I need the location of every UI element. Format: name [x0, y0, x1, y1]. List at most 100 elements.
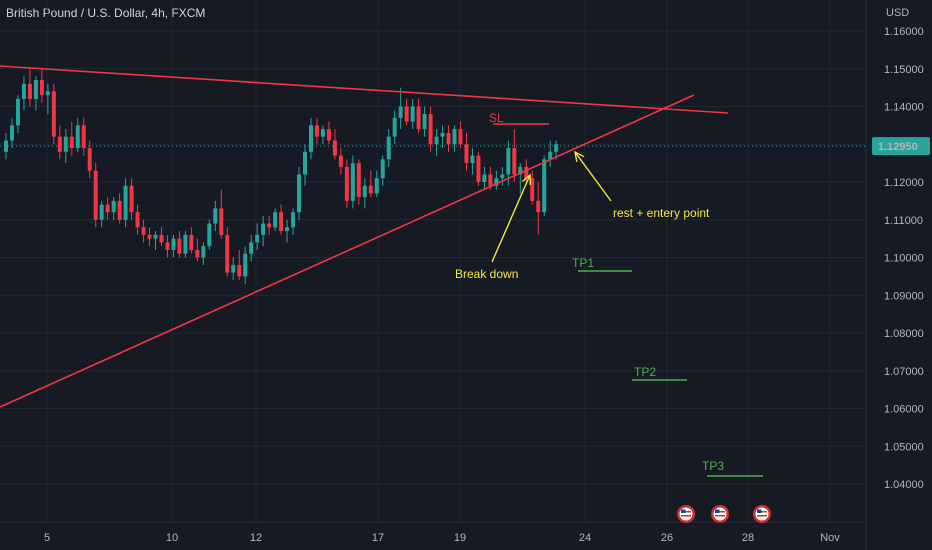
candle [87, 140, 92, 179]
us-flag-event-icon[interactable] [753, 505, 771, 523]
candle [291, 208, 296, 235]
candle-body [386, 136, 391, 160]
candle-body [261, 223, 266, 235]
candle [69, 121, 74, 156]
event-marker-face [713, 507, 727, 521]
candle-body [225, 234, 230, 273]
candle-body [362, 185, 367, 198]
candle-body [111, 200, 116, 213]
candle-body [303, 151, 307, 175]
candle-body [440, 132, 445, 137]
break-down-arrow [491, 173, 532, 263]
candle [111, 197, 116, 220]
candle-body [536, 200, 541, 213]
x-tick-label: 28 [742, 532, 754, 544]
candle-body [243, 253, 248, 277]
candle [542, 155, 547, 216]
candle-body [51, 91, 56, 137]
candle [500, 166, 505, 186]
candle [458, 121, 463, 149]
candle-body [57, 136, 62, 152]
candle-body [69, 136, 74, 149]
candle-body [87, 148, 92, 171]
arrow-shaft [574, 151, 612, 202]
event-marker-face [679, 507, 693, 521]
y-tick-label: 1.11000 [884, 215, 923, 227]
candle [530, 170, 535, 205]
candle [129, 178, 134, 220]
candles [4, 68, 559, 284]
candle [93, 163, 98, 228]
candle-body [15, 98, 20, 126]
candle-body [237, 265, 242, 277]
candle-body [93, 170, 98, 220]
candle [105, 197, 110, 220]
flag-canton [715, 509, 720, 513]
candle-body [9, 125, 14, 141]
y-tick-label: 1.08000 [884, 328, 924, 340]
candle [99, 200, 104, 228]
x-tick-label: 26 [661, 532, 673, 544]
candle-body [524, 166, 529, 179]
candle-body [338, 155, 343, 167]
candle-body [39, 80, 44, 96]
candle [482, 166, 487, 190]
candle [410, 98, 415, 130]
candle [308, 117, 313, 160]
chart-title: British Pound / U.S. Dollar, 4h, FXCM [6, 6, 206, 20]
candle [195, 238, 200, 262]
candle-body [374, 178, 379, 194]
tp1-label: TP1 [572, 256, 594, 270]
candle-body [249, 242, 254, 254]
candle-body [530, 178, 535, 201]
candle-body [117, 200, 122, 220]
candle [4, 132, 8, 160]
candle-body [4, 140, 8, 152]
y-tick-label: 1.14000 [884, 102, 924, 114]
event-marker-face [755, 507, 769, 521]
candle [338, 148, 343, 175]
candle-body [165, 242, 170, 250]
arrow-head [574, 150, 585, 162]
candle [207, 219, 212, 250]
candle-body [542, 159, 547, 213]
entry-point-label: rest + entery point [613, 206, 710, 220]
candle [213, 200, 218, 232]
flag-stripe [681, 511, 691, 513]
candle [177, 231, 182, 258]
y-tick-label: 1.10000 [884, 253, 924, 265]
candle [165, 234, 170, 258]
candle [27, 68, 32, 107]
candle [428, 106, 433, 152]
y-tick-label: 1.12000 [884, 177, 924, 189]
candle-body [512, 148, 517, 175]
candle-body [410, 106, 415, 122]
us-flag-event-icon[interactable] [711, 505, 729, 523]
candle-body [380, 159, 385, 179]
candle [63, 129, 68, 164]
drawings: SL TP1 TP2 TP3 Break down rest + entery point [0, 65, 763, 477]
candle [434, 129, 439, 156]
candle-body [255, 234, 260, 243]
y-tick-label: 1.04000 [884, 479, 924, 491]
candle-body [291, 212, 296, 228]
candle [159, 227, 164, 247]
candle-body [452, 129, 457, 145]
y-tick-label: 1.09000 [884, 290, 924, 302]
candle-body [422, 114, 427, 130]
candle [267, 215, 272, 235]
candle [117, 193, 122, 224]
x-tick-label: 17 [372, 532, 384, 544]
candle-body [297, 174, 302, 213]
flag-stripe [715, 515, 725, 517]
candle [183, 231, 188, 258]
candle-body [404, 106, 409, 122]
candle-body [147, 234, 152, 239]
candle [15, 95, 20, 133]
entry-point-arrow [574, 150, 612, 202]
candle-body [488, 174, 493, 186]
candle-body [45, 91, 50, 96]
us-flag-event-icon[interactable] [677, 505, 695, 523]
event-markers[interactable] [677, 505, 771, 523]
